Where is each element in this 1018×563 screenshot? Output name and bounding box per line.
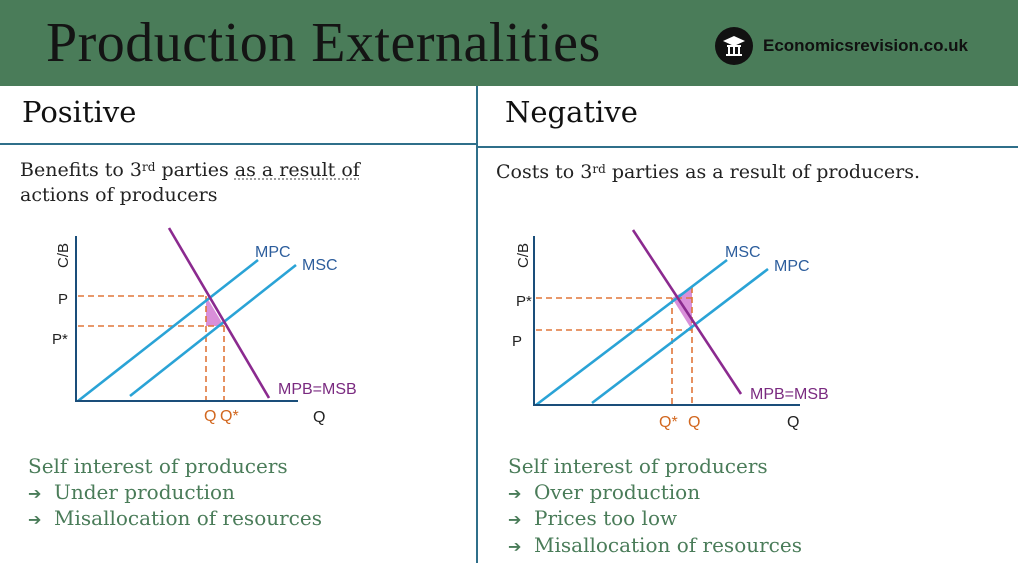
list-item: Self interest of producers (28, 454, 288, 478)
positive-pstar-label: P* (52, 331, 68, 348)
list-item: ➔ Misallocation of resources (508, 533, 1008, 560)
negative-p-label: P (512, 333, 522, 350)
positive-q-label: Q (204, 408, 216, 425)
positive-bullets: Self interest of producers ➔ Under produc… (28, 454, 468, 533)
list-item: ➔ Under production (28, 480, 468, 507)
positive-msc-line (129, 263, 297, 398)
positive-x-label: Q (313, 409, 325, 426)
negative-bullets: Self interest of producers ➔ Over product… (508, 454, 1008, 559)
brand[interactable]: Economicsrevision.co.uk (715, 26, 968, 66)
list-item-text: Over production (534, 479, 701, 504)
negative-pstar-label: P* (516, 293, 532, 310)
positive-desc-dotted: as a result of (234, 159, 360, 181)
negative-heading: Negative (505, 95, 638, 129)
negative-mpc-line (591, 267, 769, 405)
positive-description: Benefits to 3rd parties as a result of a… (20, 158, 460, 208)
positive-mpc-line (77, 258, 259, 403)
negative-y-label: C/B (515, 243, 532, 268)
arrow-right-icon: ➔ (28, 510, 42, 529)
list-item-text: Misallocation of resources (534, 532, 802, 557)
positive-demand-line (167, 227, 271, 399)
positive-qstar-label: Q* (220, 408, 239, 425)
positive-desc-line2: actions of producers (20, 184, 218, 206)
list-item: ➔ Prices too low (508, 506, 1008, 533)
list-item-text: Misallocation of resources (54, 506, 322, 530)
positive-y-label: C/B (55, 243, 72, 268)
positive-desc-sup: rd (142, 160, 156, 174)
arrow-right-icon: ➔ (508, 510, 522, 529)
list-item-text: Prices too low (534, 506, 678, 530)
list-item-text: Under production (54, 479, 235, 504)
arrow-right-icon: ➔ (508, 483, 522, 503)
positive-mpc-label: MPC (255, 244, 291, 261)
positive-demand-label: MPB=MSB (278, 381, 357, 398)
negative-q-label: Q (688, 414, 700, 431)
negative-msc-label: MSC (725, 244, 761, 261)
positive-msc-label: MSC (302, 257, 338, 274)
positive-heading: Positive (22, 95, 137, 129)
negative-demand-line (631, 229, 743, 395)
negative-desc-text: Costs to 3 (496, 161, 593, 183)
negative-mpc-label: MPC (774, 258, 810, 275)
arrow-right-icon: ➔ (28, 483, 42, 503)
list-item: ➔ Misallocation of resources (28, 506, 468, 533)
negative-desc-post: parties as a result of producers. (605, 161, 921, 183)
negative-demand-label: MPB=MSB (750, 386, 829, 403)
list-item: ➔ Over production (508, 480, 1008, 507)
arrow-right-icon: ➔ (508, 536, 522, 556)
positive-triangle (206, 296, 224, 326)
brand-name: Economicsrevision.co.uk (763, 36, 969, 55)
negative-description: Costs to 3rd parties as a result of prod… (496, 160, 1011, 185)
header-bar: Production Externalities Economicsrevisi… (0, 0, 1018, 86)
vertical-divider (476, 86, 478, 563)
negative-msc-line (535, 258, 728, 407)
page-title: Production Externalities (46, 12, 601, 74)
positive-p-label: P (58, 291, 68, 308)
right-heading-rule (477, 146, 1018, 148)
left-heading-rule (0, 143, 477, 145)
positive-desc-text: Benefits to 3 (20, 159, 142, 181)
list-item: Self interest of producers (508, 454, 768, 478)
negative-qstar-label: Q* (659, 414, 678, 431)
positive-desc-mid: parties (155, 159, 235, 181)
negative-desc-sup: rd (592, 162, 606, 176)
graduation-cap-icon (715, 27, 753, 65)
negative-x-label: Q (787, 414, 799, 431)
